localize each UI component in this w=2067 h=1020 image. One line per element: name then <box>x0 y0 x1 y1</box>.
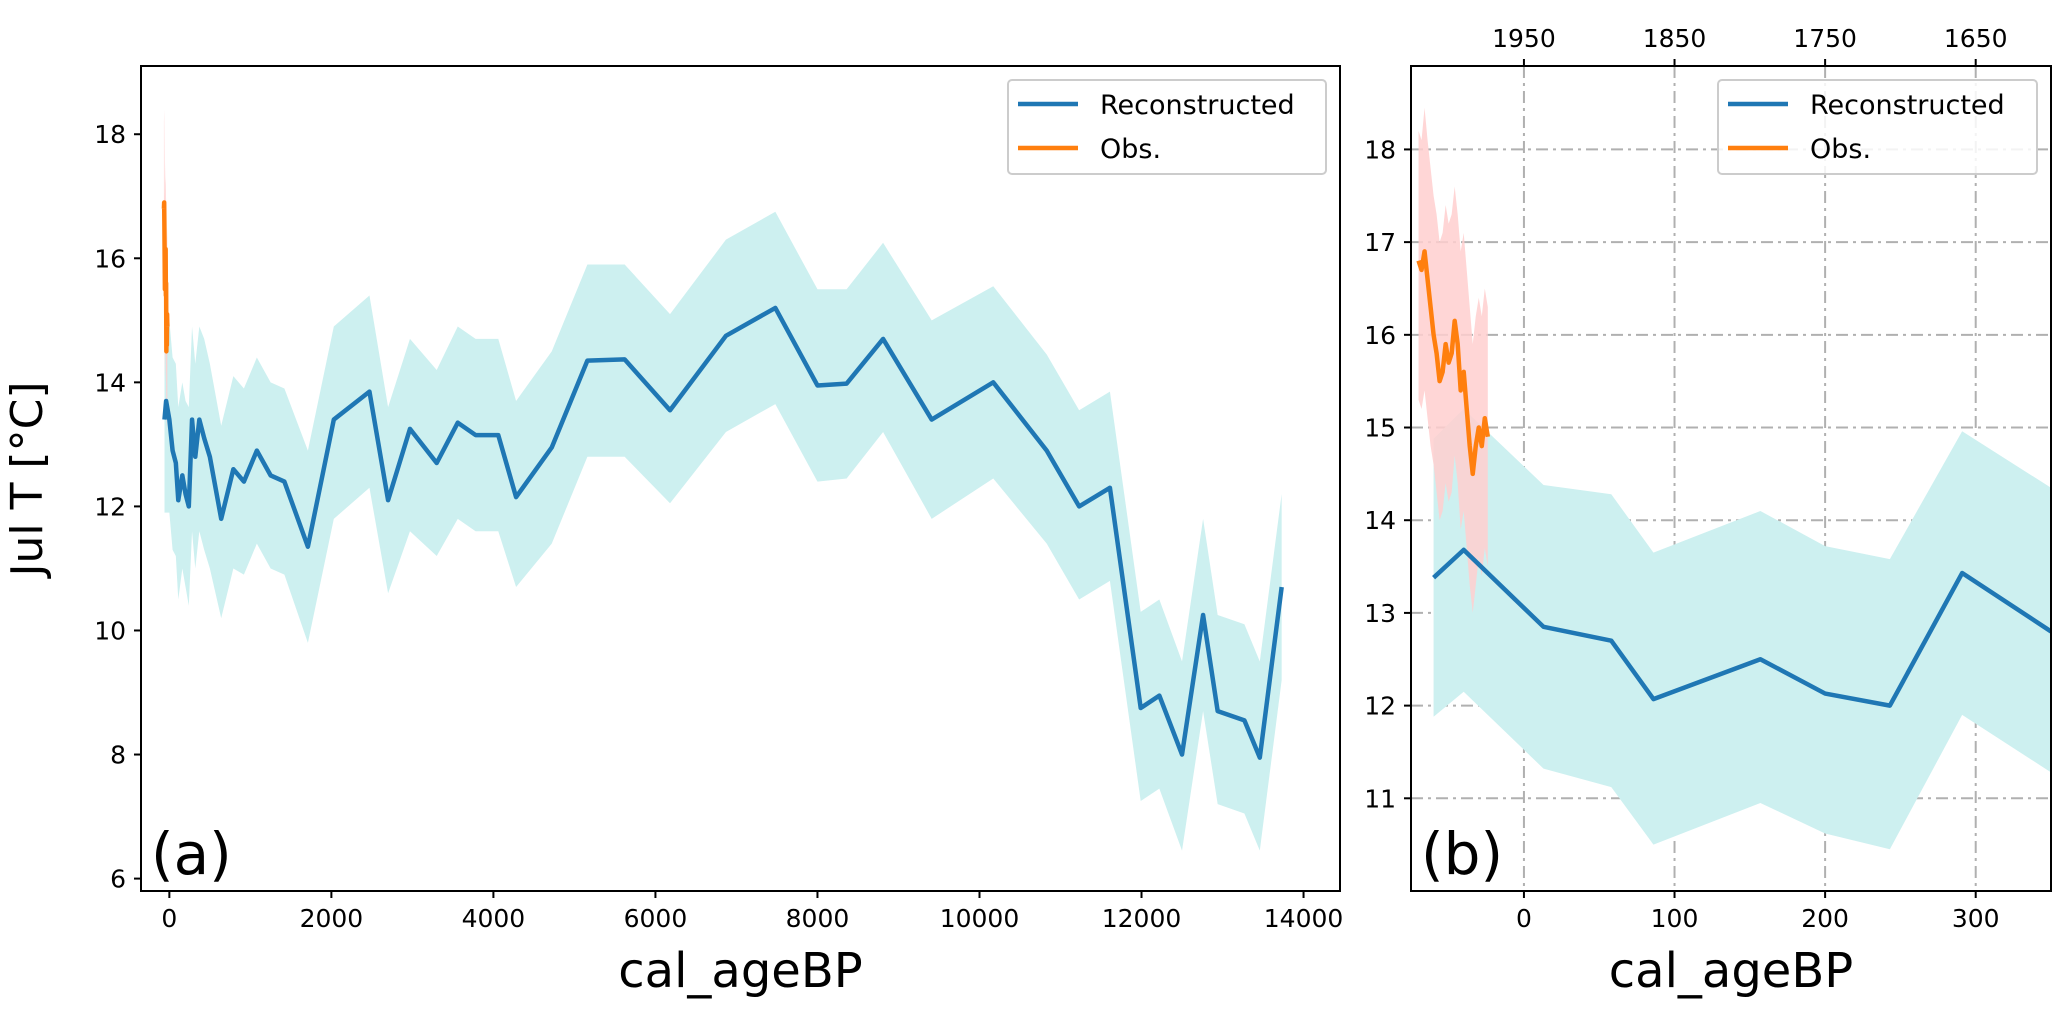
y-tick-label: 16 <box>1364 321 1396 350</box>
x-axis: 0 100 200 300 <box>1516 891 2000 933</box>
series-line-obs <box>1416 249 1491 477</box>
secondary-x-axis: 1950 1850 1750 1650 <box>1492 24 2008 66</box>
x-tick-label: 100 <box>1651 904 1699 933</box>
x-axis: 0 2000 4000 6000 8000 10000 12000 14000 <box>161 891 1343 933</box>
legend: Reconstructed Obs. <box>1007 79 1327 175</box>
y-tick-label: 12 <box>94 492 126 521</box>
y-tick-label: 16 <box>94 244 126 273</box>
axes-frame <box>1410 65 2052 892</box>
legend-label: Reconstructed <box>1100 90 1295 121</box>
panel-b: 0 100 200 300 11 12 13 14 15 16 17 18 1950 1850 1750 16… <box>1364 24 2052 999</box>
axes-frame <box>140 65 1341 892</box>
y-tick-label: 18 <box>94 120 126 149</box>
y-tick-label: 17 <box>1364 228 1396 257</box>
legend-label: Reconstructed <box>1810 90 2005 121</box>
legend-label: Obs. <box>1810 134 1871 165</box>
y-tick-label: 13 <box>1364 599 1396 628</box>
band-reconstructed <box>164 211 1282 851</box>
plot-area <box>1411 66 2051 891</box>
panel-label: (a) <box>151 820 232 888</box>
y-tick-label: 11 <box>1364 784 1396 813</box>
y-tick-label: 6 <box>110 865 126 894</box>
x-tick-label: 12000 <box>1102 904 1182 933</box>
y-tick-label: 8 <box>110 741 126 770</box>
series-line-obs <box>161 200 170 354</box>
x-tick-label: 200 <box>1801 904 1849 933</box>
legend: Reconstructed Obs. <box>1717 79 2038 175</box>
series-line-reconstructed <box>1432 547 2051 708</box>
x-tick-label: 14000 <box>1264 904 1344 933</box>
secondary-x-tick-label: 1750 <box>1793 24 1857 53</box>
band-reconstructed <box>1433 408 2051 850</box>
y-axis-label: Jul T [°C] <box>2 382 53 580</box>
x-axis-label: cal_ageBP <box>618 943 862 999</box>
x-tick-label: 0 <box>1516 904 1532 933</box>
y-tick-label: 14 <box>1364 506 1396 535</box>
x-tick-label: 8000 <box>786 904 850 933</box>
y-tick-label: 10 <box>94 616 126 645</box>
panel-a: 0 2000 4000 6000 8000 10000 12000 14000 6 8 10 12 14… <box>2 65 1343 999</box>
x-tick-label: 10000 <box>940 904 1020 933</box>
legend-box <box>1007 79 1327 175</box>
plot-area <box>161 109 1284 851</box>
panel-label: (b) <box>1421 820 1503 888</box>
y-axis: 11 12 13 14 15 16 17 18 <box>1364 135 1411 813</box>
legend-box <box>1717 79 2038 175</box>
y-axis: 6 8 10 12 14 16 18 <box>94 120 141 894</box>
x-tick-label: 4000 <box>462 904 526 933</box>
y-tick-label: 14 <box>94 368 126 397</box>
secondary-x-tick-label: 1850 <box>1643 24 1707 53</box>
x-tick-label: 300 <box>1952 904 2000 933</box>
secondary-x-tick-label: 1650 <box>1944 24 2008 53</box>
x-tick-label: 6000 <box>624 904 688 933</box>
y-tick-label: 12 <box>1364 692 1396 721</box>
secondary-x-tick-label: 1950 <box>1492 24 1556 53</box>
series-line-reconstructed <box>162 305 1284 760</box>
x-axis-label: cal_ageBP <box>1609 943 1853 999</box>
x-tick-label: 2000 <box>300 904 364 933</box>
y-tick-label: 15 <box>1364 414 1396 443</box>
x-tick-label: 0 <box>161 904 177 933</box>
y-tick-label: 18 <box>1364 135 1396 164</box>
band-obs <box>1418 107 1488 613</box>
legend-label: Obs. <box>1100 134 1161 165</box>
